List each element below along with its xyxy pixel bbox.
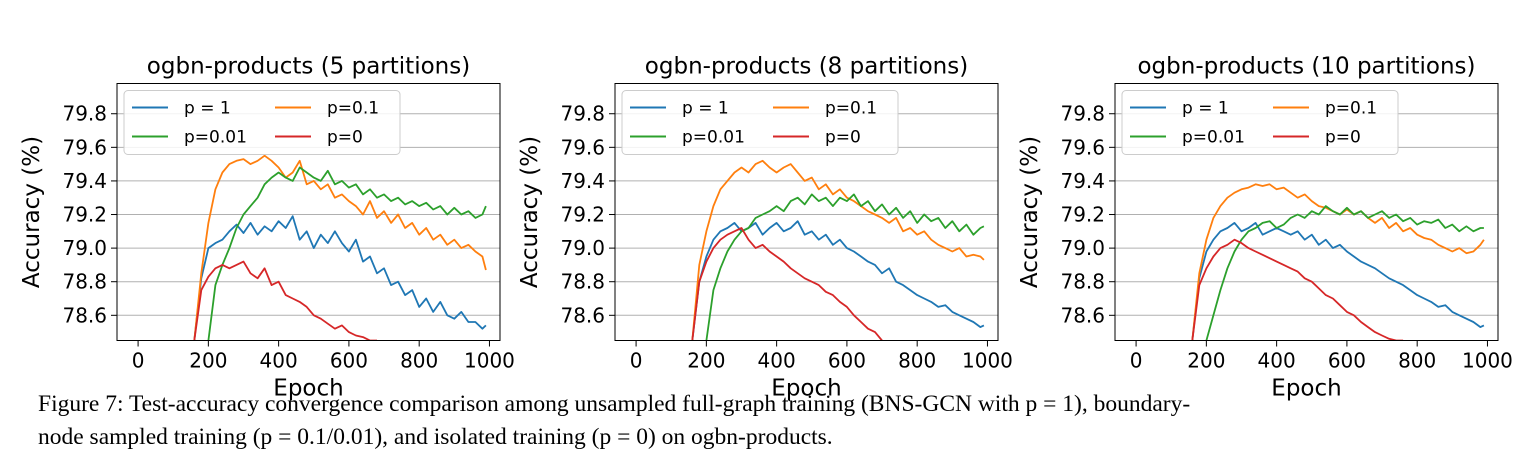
chart-panel-1: ogbn-products (5 partitions) 78.6 78.8 79.0… <box>19 54 515 402</box>
chart-title: ogbn-products (10 partitions) <box>1137 54 1475 80</box>
series-line-3 <box>705 193 985 341</box>
x-tick-label: 1000 <box>1462 349 1513 373</box>
series-group <box>1191 183 1485 341</box>
x-tick-label: 0 <box>132 349 145 373</box>
caption-line-2: node sampled training (p = 0.1/0.01), an… <box>38 424 833 450</box>
legend: p = 1 p=0.1 p=0.01 p=0 <box>123 90 401 155</box>
legend-label: p=0.1 <box>327 99 379 119</box>
y-axis-label: Accuracy (%) <box>1017 136 1043 288</box>
y-tick-label: 79.8 <box>1060 102 1105 126</box>
legend-label: p=0 <box>1325 128 1361 148</box>
y-tick-label: 79.2 <box>1060 203 1105 227</box>
legend-box <box>621 90 899 155</box>
plot-frame <box>116 83 501 341</box>
figure-caption: Figure 7: Test-accuracy convergence comp… <box>38 388 1508 454</box>
series-line-2 <box>193 154 487 341</box>
y-tick-label: 79.4 <box>1060 169 1105 193</box>
series-line-1 <box>1191 221 1485 341</box>
x-axis-label: Epoch <box>1271 376 1341 402</box>
x-tick-label: 600 <box>330 349 368 373</box>
legend-label: p = 1 <box>184 99 231 119</box>
y-tick-label: 79.2 <box>560 203 605 227</box>
x-tick-label: 800 <box>400 349 438 373</box>
series-line-4 <box>691 227 883 341</box>
x-tick-label: 400 <box>758 349 796 373</box>
x-tick-label: 200 <box>687 349 725 373</box>
legend: p = 1 p=0.1 p=0.01 p=0 <box>1121 90 1399 155</box>
y-tick-label: 78.8 <box>1060 270 1105 294</box>
series-line-3 <box>1205 205 1484 341</box>
legend-label: p=0.01 <box>682 128 745 148</box>
x-axis-label: Epoch <box>273 376 343 402</box>
x-tick-label: 800 <box>1398 349 1436 373</box>
x-tick-label: 400 <box>260 349 298 373</box>
chart-panel-3: ogbn-products (10 partitions) 78.6 78.8 79.… <box>1017 54 1513 402</box>
y-tick-label: 79.0 <box>1060 236 1105 260</box>
y-axis-label: Accuracy (%) <box>19 136 45 288</box>
y-tick-label: 79.6 <box>560 135 605 159</box>
legend-label: p=0.01 <box>184 128 247 148</box>
legend-box <box>1121 90 1399 155</box>
x-tick-label: 200 <box>1187 349 1225 373</box>
y-tick-label: 78.8 <box>560 270 605 294</box>
y-tick-label: 79.4 <box>560 169 605 193</box>
x-tick-label: 0 <box>1130 349 1143 373</box>
legend-label: p=0 <box>825 128 861 148</box>
plot-frame <box>1114 83 1499 341</box>
legend-label: p=0.1 <box>1325 99 1377 119</box>
x-tick-label: 400 <box>1258 349 1296 373</box>
y-tick-label: 78.6 <box>62 303 107 327</box>
x-tick-label: 0 <box>630 349 643 373</box>
y-tick-label: 78.8 <box>62 270 107 294</box>
x-tick-label: 200 <box>189 349 227 373</box>
y-tick-label: 78.6 <box>560 303 605 327</box>
legend-label: p = 1 <box>682 99 729 119</box>
y-tick-label: 79.8 <box>62 102 107 126</box>
series-line-3 <box>207 166 487 341</box>
y-tick-label: 79.6 <box>1060 135 1105 159</box>
x-axis-label: Epoch <box>771 376 841 402</box>
caption-line-1: Figure 7: Test-accuracy convergence comp… <box>38 391 1191 417</box>
x-tick-label: 1000 <box>464 349 515 373</box>
series-line-2 <box>1191 183 1485 341</box>
y-tick-label: 78.6 <box>1060 303 1105 327</box>
series-line-2 <box>691 159 985 341</box>
x-tick-label: 800 <box>898 349 936 373</box>
chart-title: ogbn-products (8 partitions) <box>645 54 968 80</box>
legend: p = 1 p=0.1 p=0.01 p=0 <box>621 90 899 155</box>
series-line-4 <box>193 260 377 341</box>
series-group <box>193 154 487 341</box>
chart-title: ogbn-products (5 partitions) <box>147 54 470 80</box>
legend-label: p=0 <box>327 128 363 148</box>
y-tick-label: 79.0 <box>560 236 605 260</box>
legend-label: p=0.01 <box>1182 128 1245 148</box>
plot-frame <box>614 83 999 341</box>
y-tick-label: 79.8 <box>560 102 605 126</box>
y-tick-label: 79.0 <box>62 236 107 260</box>
legend-label: p = 1 <box>1182 99 1229 119</box>
y-tick-label: 79.6 <box>62 135 107 159</box>
series-line-1 <box>193 215 487 341</box>
y-tick-label: 79.2 <box>62 203 107 227</box>
series-group <box>691 159 985 341</box>
x-tick-label: 600 <box>828 349 866 373</box>
x-tick-label: 600 <box>1328 349 1366 373</box>
legend-box <box>123 90 401 155</box>
series-line-4 <box>1191 238 1404 341</box>
x-tick-label: 1000 <box>962 349 1013 373</box>
y-tick-label: 79.4 <box>62 169 107 193</box>
legend-label: p=0.1 <box>825 99 877 119</box>
chart-panel-2: ogbn-products (8 partitions) 78.6 78.8 79.0… <box>517 54 1013 402</box>
y-axis-label: Accuracy (%) <box>517 136 543 288</box>
